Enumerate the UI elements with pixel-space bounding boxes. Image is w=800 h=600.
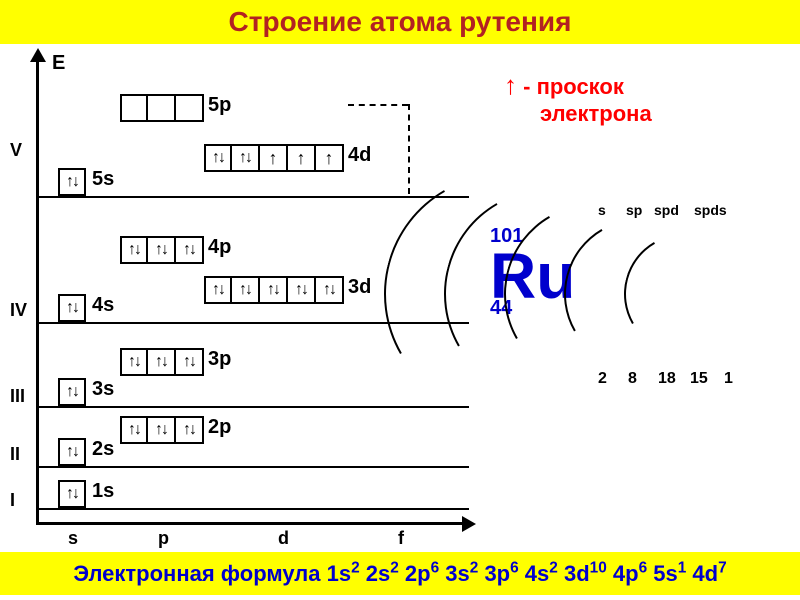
- roman-II: II: [10, 444, 20, 465]
- legend-line2: электрона: [540, 101, 652, 127]
- orbital-box: ↑↓: [148, 348, 176, 376]
- orbital-2p: ↑↓↑↓↑↓: [120, 416, 204, 444]
- orbital-box: ↑↓: [58, 378, 86, 406]
- orbital-box: ↑↓: [58, 168, 86, 196]
- shell-type-label: spd: [654, 202, 679, 218]
- shell-line-III: [39, 406, 469, 408]
- shell-line-V: [39, 196, 469, 198]
- roman-III: III: [10, 386, 25, 407]
- orbital-label-2p: 2p: [208, 416, 231, 439]
- x-label-s: s: [68, 528, 78, 549]
- electron-jump-legend: ↑ - проскок электрона: [504, 70, 652, 127]
- orbital-label-3p: 3p: [208, 348, 231, 371]
- orbital-box: ↑↓: [288, 276, 316, 304]
- shell-electron-count: 15: [690, 370, 708, 388]
- orbital-box: ↑↓: [148, 236, 176, 264]
- orbital-box: ↑↓: [58, 294, 86, 322]
- dash-line-1: [348, 104, 408, 106]
- orbital-box: ↑: [316, 144, 344, 172]
- orbital-4s: ↑↓: [58, 294, 86, 322]
- orbital-label-5s: 5s: [92, 168, 114, 191]
- x-axis: [36, 522, 466, 525]
- y-axis: [36, 54, 39, 524]
- orbital-label-3d: 3d: [348, 276, 371, 299]
- orbital-box: ↑↓: [176, 236, 204, 264]
- orbital-3p: ↑↓↑↓↑↓: [120, 348, 204, 376]
- shell-type-label: sp: [626, 202, 642, 218]
- electron-formula: Электронная формула 1s2 2s2 2p6 3s2 3p6 …: [73, 561, 726, 586]
- orbital-box: ↑↓: [148, 416, 176, 444]
- orbital-5p: [120, 94, 204, 122]
- orbital-box: ↑: [260, 144, 288, 172]
- orbital-box: ↑↓: [260, 276, 288, 304]
- orbital-box: ↑↓: [232, 276, 260, 304]
- orbital-5s: ↑↓: [58, 168, 86, 196]
- orbital-4p: ↑↓↑↓↑↓: [120, 236, 204, 264]
- orbital-box: ↑↓: [58, 480, 86, 508]
- up-arrow-icon: ↑: [504, 70, 517, 101]
- shell-line-I: [39, 508, 469, 510]
- orbital-box: [176, 94, 204, 122]
- orbital-box: ↑↓: [120, 236, 148, 264]
- orbital-box: ↑↓: [120, 416, 148, 444]
- orbital-box: ↑↓: [316, 276, 344, 304]
- shell-electron-count: 1: [724, 370, 733, 388]
- orbital-3s: ↑↓: [58, 378, 86, 406]
- x-label-p: p: [158, 528, 169, 549]
- orbital-label-1s: 1s: [92, 480, 114, 503]
- orbital-box: ↑↓: [204, 276, 232, 304]
- legend-line1: - проскок: [523, 74, 624, 99]
- orbital-box: ↑↓: [204, 144, 232, 172]
- x-label-f: f: [398, 528, 404, 549]
- orbital-box: [148, 94, 176, 122]
- x-label-d: d: [278, 528, 289, 549]
- orbital-2s: ↑↓: [58, 438, 86, 466]
- y-axis-arrow: [30, 48, 46, 62]
- orbital-box: ↑↓: [58, 438, 86, 466]
- orbital-box: [120, 94, 148, 122]
- orbital-label-3s: 3s: [92, 378, 114, 401]
- main-area: E IIIIIIIVV ↑↓1s↑↓2s↑↓↑↓↑↓2p↑↓3s↑↓↑↓↑↓3p…: [0, 44, 800, 552]
- shell-arcs: sspspdspds2818151: [590, 204, 790, 384]
- page-title: Строение атома рутения: [229, 6, 572, 37]
- orbital-box: ↑↓: [176, 348, 204, 376]
- shell-electron-count: 18: [658, 370, 676, 388]
- orbital-box: ↑: [288, 144, 316, 172]
- shell-line-II: [39, 466, 469, 468]
- orbital-box: ↑↓: [120, 348, 148, 376]
- orbital-1s: ↑↓: [58, 480, 86, 508]
- orbital-box: ↑↓: [232, 144, 260, 172]
- orbital-label-4s: 4s: [92, 294, 114, 317]
- shell-electron-count: 8: [628, 370, 637, 388]
- orbital-box: ↑↓: [176, 416, 204, 444]
- roman-I: I: [10, 490, 15, 511]
- shell-type-label: spds: [694, 202, 727, 218]
- orbital-label-4p: 4p: [208, 236, 231, 259]
- shell-type-label: s: [598, 202, 606, 218]
- orbital-3d: ↑↓↑↓↑↓↑↓↑↓: [204, 276, 344, 304]
- shell-electron-count: 2: [598, 370, 607, 388]
- axis-label-E: E: [52, 52, 65, 75]
- dash-line-2: [408, 104, 410, 194]
- title-bar: Строение атома рутения: [0, 0, 800, 44]
- x-axis-arrow: [462, 516, 476, 532]
- formula-bar: Электронная формула 1s2 2s2 2p6 3s2 3p6 …: [0, 552, 800, 595]
- orbital-label-4d: 4d: [348, 144, 371, 167]
- roman-V: V: [10, 140, 22, 161]
- roman-IV: IV: [10, 300, 27, 321]
- orbital-label-5p: 5p: [208, 94, 231, 117]
- orbital-label-2s: 2s: [92, 438, 114, 461]
- orbital-4d: ↑↓↑↓↑↑↑: [204, 144, 344, 172]
